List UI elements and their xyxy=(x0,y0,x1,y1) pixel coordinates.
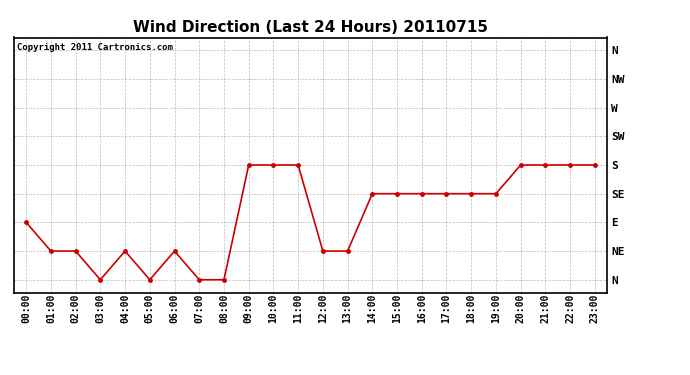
Text: Copyright 2011 Cartronics.com: Copyright 2011 Cartronics.com xyxy=(17,43,172,52)
Title: Wind Direction (Last 24 Hours) 20110715: Wind Direction (Last 24 Hours) 20110715 xyxy=(133,20,488,35)
